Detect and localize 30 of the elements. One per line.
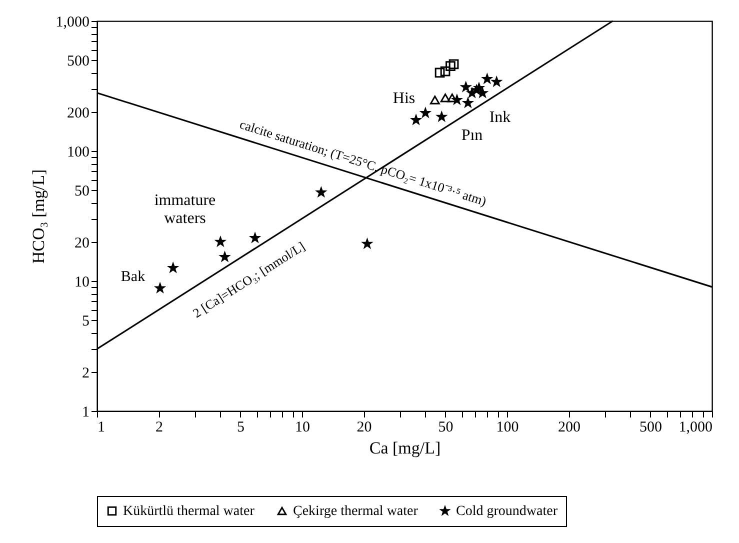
y-axis-title: HCO₃ [mg/L]	[28, 169, 48, 264]
x-tick-label: 1,000	[678, 420, 712, 436]
x-tick-label: 10	[295, 420, 310, 436]
y-tick-label: 1,000	[56, 14, 90, 30]
x-tick-label: 1	[98, 420, 105, 436]
x-tick-label: 200	[558, 420, 580, 436]
legend-label: Kükürtlü thermal water	[123, 504, 255, 519]
x-tick-label: 2	[155, 420, 163, 436]
x-axis-title: Ca [mg/L]	[369, 438, 441, 458]
legend-label: Cold groundwater	[456, 504, 558, 519]
annotation: His	[392, 90, 416, 107]
annotation: immature waters	[154, 192, 216, 227]
annotation: Bak	[120, 269, 146, 285]
legend-label: Çekirge thermal water	[293, 504, 418, 519]
y-tick-label: 20	[74, 235, 90, 252]
x-tick-label: 500	[640, 420, 662, 436]
y-tick-label: 100	[67, 144, 90, 160]
annotation: Pın	[461, 127, 483, 144]
y-tick-label: 1	[82, 404, 90, 420]
x-tick-label: 100	[496, 420, 519, 436]
y-tick-label: 200	[67, 105, 90, 122]
y-tick-label: 500	[67, 54, 90, 70]
x-tick-label: 50	[438, 420, 454, 436]
y-tick-label: 5	[82, 314, 90, 330]
x-tick-label: 20	[356, 420, 372, 436]
y-tick-label: 50	[74, 184, 90, 200]
y-tick-label: 10	[74, 274, 90, 290]
annotation: Ink	[489, 109, 511, 126]
y-tick-label: 2	[82, 365, 90, 382]
x-tick-label: 5	[237, 420, 245, 436]
